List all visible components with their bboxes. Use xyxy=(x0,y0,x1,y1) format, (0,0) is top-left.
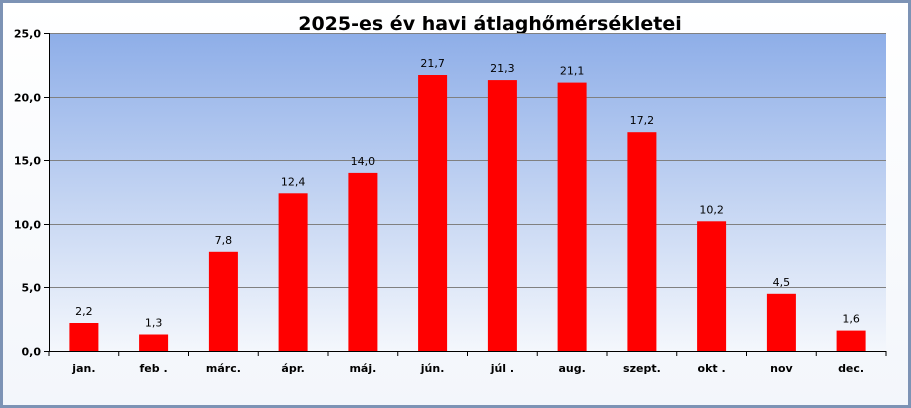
data-label: 1,3 xyxy=(145,317,163,330)
data-label: 10,2 xyxy=(699,203,724,216)
bar-1 xyxy=(69,323,99,351)
bar-5 xyxy=(348,172,378,351)
bar-6 xyxy=(418,75,448,351)
plot-area xyxy=(49,33,886,351)
y-tick-label: 15,0 xyxy=(14,155,41,168)
x-tick-label: márc. xyxy=(206,362,241,375)
data-label: 21,1 xyxy=(560,65,585,78)
x-tick-label: ápr. xyxy=(281,362,304,375)
bar-4 xyxy=(278,193,308,351)
data-label: 12,4 xyxy=(281,175,306,188)
bar-3 xyxy=(208,251,238,351)
data-label: 17,2 xyxy=(630,114,655,127)
y-tick-label: 5,0 xyxy=(22,282,42,295)
data-label: 14,0 xyxy=(351,155,376,168)
x-tick-label: okt . xyxy=(698,362,726,375)
x-tick-label: nov xyxy=(770,362,793,375)
x-tick-label: dec. xyxy=(838,362,864,375)
bar-11 xyxy=(766,293,796,351)
x-tick-label: feb . xyxy=(140,362,168,375)
bars xyxy=(69,75,866,351)
x-tick-label: máj. xyxy=(349,362,376,375)
x-tick-label: szept. xyxy=(623,362,661,375)
data-label: 21,7 xyxy=(420,57,445,70)
bar-10 xyxy=(697,221,727,351)
bar-9 xyxy=(627,132,657,351)
data-label: 2,2 xyxy=(75,305,93,318)
bar-12 xyxy=(836,330,866,351)
y-tick-label: 0,0 xyxy=(22,346,42,359)
data-label: 4,5 xyxy=(773,276,791,289)
data-label: 1,6 xyxy=(842,313,860,326)
data-label: 21,3 xyxy=(490,62,515,75)
y-tick-label: 10,0 xyxy=(14,219,41,232)
x-tick-label: júl . xyxy=(490,362,514,375)
bar-8 xyxy=(557,82,587,351)
bar-2 xyxy=(139,334,169,351)
x-tick-label: jún. xyxy=(420,362,445,375)
x-tick-label: jan. xyxy=(71,362,95,375)
y-tick-label: 20,0 xyxy=(14,92,41,105)
x-tick-label: aug. xyxy=(558,362,585,375)
data-label: 7,8 xyxy=(215,234,233,247)
chart-title: 2025-es év havi átlaghőmérsékletei xyxy=(298,13,682,35)
y-tick-label: 25,0 xyxy=(14,28,41,41)
data-labels: 2,2 1,3 7,8 12,4 14,0 21,7 21,3 21,1 17,2 10,2 4,5… xyxy=(75,57,860,330)
axes: 0,0 5,0 10,0 15,0 20,0 25,0 jan. feb . márc. ápr.… xyxy=(14,28,887,375)
bar-7 xyxy=(487,80,517,351)
